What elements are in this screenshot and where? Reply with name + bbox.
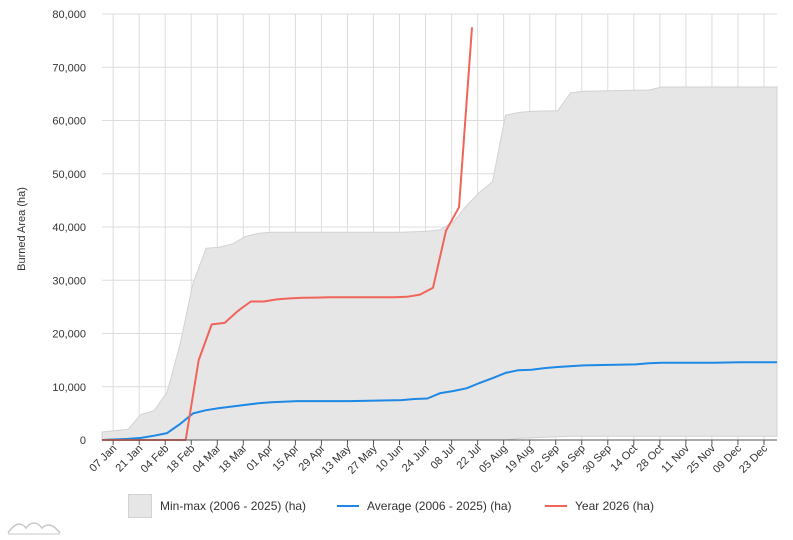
average-line [101,361,777,441]
x-tick-label: 04 Feb [139,443,172,476]
series-lines-layer [101,27,777,441]
y-tick-label: 60,000 [52,116,86,128]
legend-item-average[interactable]: Average (2006 - 2025) (ha) [337,488,512,524]
x-tick-label: 24 Jun [400,443,432,475]
axes [102,439,777,445]
range-swatch [128,494,152,518]
legend-label-year: Year 2026 (ha) [575,499,654,513]
y-axis-title: Burned Area (ha) [16,187,28,271]
x-tick-label: 04 Mar [191,442,224,475]
y-tick-labels: 0 10,000 20,000 30,000 40,000 50,000 60,000 70,… [52,9,86,447]
y-tick-label: 80,000 [52,9,86,21]
x-tick-label: 08 Jul [428,443,457,472]
burned-area-chart: 0 10,000 20,000 30,000 40,000 50,000 60,000 70,… [16,9,778,477]
y-tick-label: 70,000 [52,62,86,74]
legend-label-range: Min-max (2006 - 2025) (ha) [160,499,307,513]
y-tick-label: 20,000 [52,329,86,341]
legend-item-year[interactable]: Year 2026 (ha) [545,488,654,524]
legend-label-average: Average (2006 - 2025) (ha) [367,499,512,513]
y-tick-label: 30,000 [52,275,86,287]
legend-item-range[interactable]: Min-max (2006 - 2025) (ha) [128,488,306,524]
x-tick-label: 30 Sep [581,443,614,476]
average-swatch [337,505,359,507]
y-tick-label: 50,000 [52,169,86,181]
y-tick-label: 40,000 [52,222,86,234]
year-2026-line [102,27,473,441]
x-tick-label: 07 Jan [87,443,119,475]
x-tick-label: 14 Oct [609,443,640,474]
x-tick-label: 01 Apr [244,442,275,473]
x-tick-label: 27 May [346,442,380,476]
mountain-logo-icon [7,522,61,535]
x-tick-label: 23 Dec [737,442,770,475]
x-tick-label: 05 Aug [477,443,510,476]
legend: Min-max (2006 - 2025) (ha) Average (2006… [0,488,793,524]
x-tick-label: 10 Jun [374,443,406,475]
year-swatch [545,505,567,507]
x-tick-label: 18 Feb [165,443,198,476]
x-tick-label: 15 Apr [271,442,302,473]
y-tick-label: 0 [80,435,86,447]
x-tick-label: 18 Mar [217,442,250,475]
y-tick-label: 10,000 [52,382,86,394]
